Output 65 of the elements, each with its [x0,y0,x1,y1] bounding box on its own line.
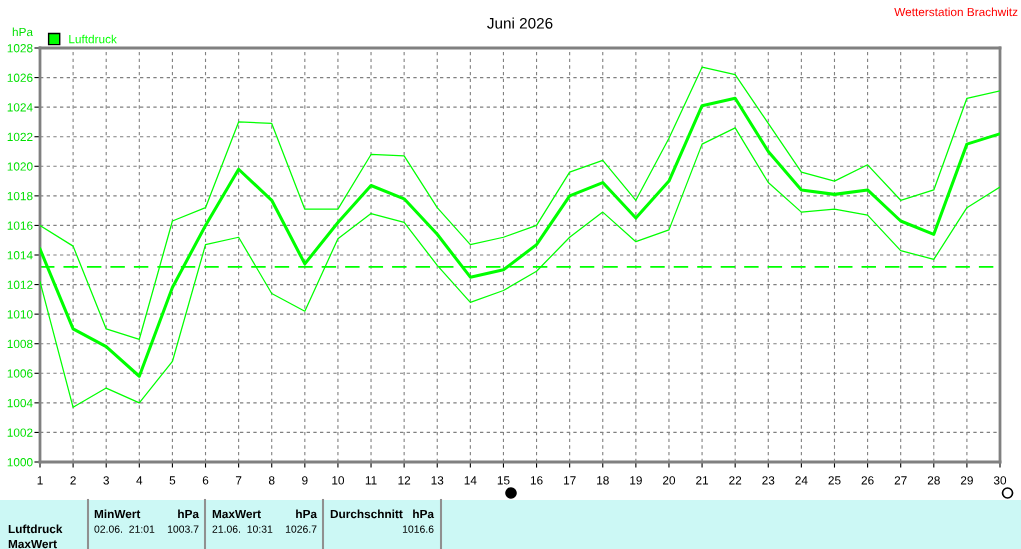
x-tick-label: 16 [530,476,543,485]
x-tick-label: 9 [302,476,308,485]
y-axis-title: hPa [12,27,33,37]
x-tick-label: 29 [960,476,973,485]
y-tick-label: 1016 [7,221,33,230]
x-tick-label: 10 [332,476,345,485]
y-tick-label: 1026 [7,73,33,82]
x-tick-label: 4 [136,476,143,485]
x-tick-label: 1 [37,476,43,485]
x-tick-label: 27 [894,476,907,485]
x-tick-label: 3 [103,476,109,485]
x-tick-label: 15 [497,476,510,485]
x-tick-label: 5 [169,476,176,485]
y-tick-label: 1006 [7,369,33,378]
text: 1026.7 [285,525,317,533]
y-tick-label: 1028 [7,44,33,53]
y-tick-label: 1022 [7,132,33,142]
y-tick-label: 1010 [7,310,33,319]
x-tick-label: 8 [268,476,275,485]
text: Durchschnitt [330,509,403,519]
y-tick-label: 1008 [7,339,33,349]
x-tick-label: 6 [202,476,209,485]
line-series [40,127,1000,408]
x-tick-label: 18 [597,476,609,485]
y-tick-label: 1014 [7,251,33,260]
text: MaxWert [8,539,57,549]
x-tick-label: 12 [398,476,411,485]
x-tick-label: 11 [365,476,377,485]
x-tick-label: 23 [762,476,775,485]
x-tick-label: 7 [235,476,242,485]
y-tick-label: 1018 [7,191,33,201]
x-tick-label: 25 [828,476,841,485]
text: 02.06. 21:01 [94,525,155,533]
x-tick-label: 21 [696,476,709,485]
text: hPa [296,509,318,519]
x-tick-label: 20 [662,476,676,485]
x-tick-label: 17 [563,476,576,485]
line-series [40,66,1000,340]
legend-label: Luftdruck [69,34,117,44]
x-tick-label: 13 [431,476,444,485]
x-tick-label: 2 [70,476,76,485]
text: 21.06. 10:31 [212,525,273,533]
x-tick-label: 14 [464,476,477,485]
x-tick-label: 19 [630,476,642,485]
y-tick-label: 1002 [7,428,33,437]
text: MaxWert [212,509,261,519]
y-tick-label: 1004 [7,398,33,408]
x-tick-label: 30 [993,476,1007,485]
x-tick-label: 28 [927,476,940,485]
text: MinWert [94,509,141,519]
text: Wetterstation Brachwitz [894,7,1018,17]
text: Luftdruck [8,524,63,534]
chart-title: Juni 2026 [487,17,553,29]
x-tick-label: 24 [795,476,808,485]
text: hPa [413,509,435,519]
text: 1016.6 [402,525,434,533]
y-tick-label: 1000 [7,458,33,467]
x-tick-label: 26 [861,476,874,485]
line-series [40,96,1000,378]
text: hPa [178,509,200,519]
y-tick-label: 1024 [7,103,33,112]
text: 1003.7 [167,525,199,533]
x-tick-label: 22 [729,476,742,485]
y-tick-label: 1020 [7,162,33,171]
y-tick-label: 1012 [7,280,33,289]
